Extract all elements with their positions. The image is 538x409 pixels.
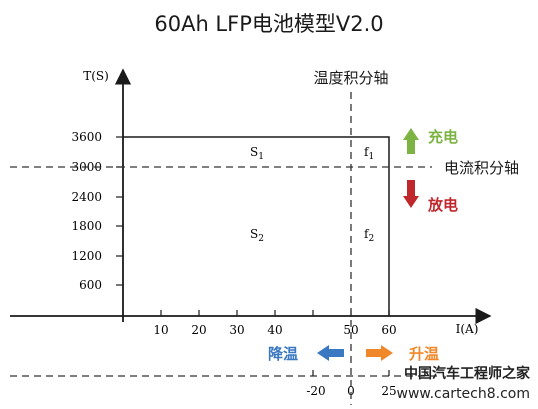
- charge-label: 充电: [428, 128, 458, 146]
- region-s1-label: S1: [250, 145, 264, 162]
- temperature-integral-axis-label: 温度积分轴: [313, 69, 388, 87]
- watermark-line1: 中国汽车工程师之家: [404, 365, 531, 382]
- y-tick-label: 2400: [71, 190, 102, 204]
- discharge-arrow-icon: [403, 180, 419, 208]
- cool-arrow-icon: [317, 345, 344, 361]
- x-axis-label: I(A): [456, 322, 479, 336]
- region-f1-label: f1: [364, 145, 374, 162]
- diagram-title: 60Ah LFP电池模型V2.0: [154, 12, 384, 36]
- region-s2-label: S2: [250, 227, 264, 244]
- y-tick-label: 1200: [71, 249, 102, 263]
- temperature-tick-label: 0: [347, 384, 355, 398]
- watermark-line2: www.cartech8.com: [397, 386, 530, 402]
- capacity-boundary: [123, 136, 390, 316]
- x-ticks: 10 20 30 40 50 60: [153, 310, 397, 337]
- y-ticks: 3600 3000 2400 1800 1200 600: [71, 130, 123, 292]
- temperature-tick-label: 25: [381, 384, 396, 398]
- x-tick-label: 50: [343, 323, 358, 337]
- x-tick-label: 40: [267, 323, 282, 337]
- current-integral-axis-label: 电流积分轴: [444, 159, 519, 177]
- heat-arrow-icon: [366, 345, 393, 361]
- region-f2-label: f2: [364, 227, 374, 244]
- cool-label: 降温: [268, 345, 298, 363]
- x-tick-label: 10: [153, 323, 168, 337]
- y-tick-label: 600: [79, 278, 102, 292]
- y-tick-label: 1800: [71, 219, 102, 233]
- temperature-ticks: [312, 370, 390, 376]
- x-tick-label: 60: [381, 323, 396, 337]
- discharge-label: 放电: [427, 196, 458, 214]
- y-axis-label: T(S): [83, 69, 109, 83]
- x-tick-label: 30: [229, 323, 244, 337]
- charge-arrow-icon: [403, 128, 419, 154]
- heat-label: 升温: [409, 345, 439, 363]
- temperature-tick-label: -20: [306, 384, 325, 398]
- y-tick-label: 3600: [71, 130, 102, 144]
- x-tick-label: 20: [191, 323, 206, 337]
